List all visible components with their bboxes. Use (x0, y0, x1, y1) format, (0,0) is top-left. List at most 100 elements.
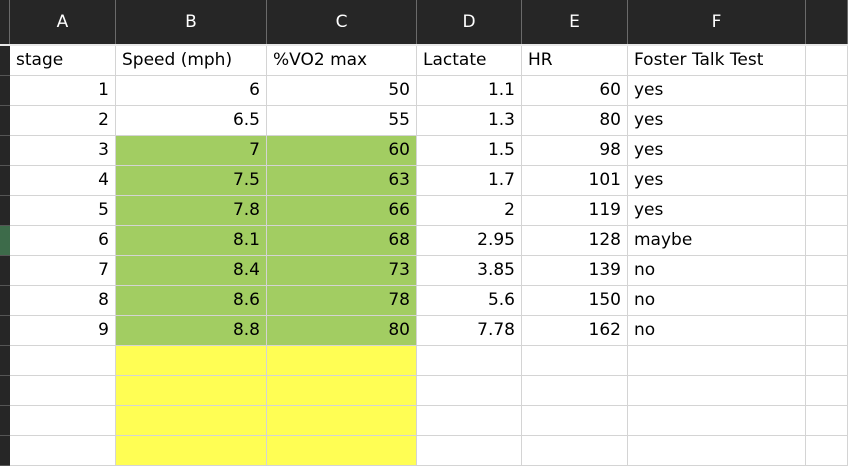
data-cell[interactable]: 8 (10, 286, 116, 316)
data-cell[interactable]: 98 (522, 136, 628, 166)
data-cell[interactable]: yes (628, 166, 806, 196)
column-header[interactable]: A (10, 0, 116, 44)
data-cell[interactable]: yes (628, 136, 806, 166)
cell[interactable] (10, 346, 116, 376)
cell[interactable] (267, 346, 417, 376)
cell[interactable] (267, 406, 417, 436)
column-header[interactable]: D (417, 0, 522, 44)
data-cell[interactable]: 8.6 (116, 286, 267, 316)
header-cell[interactable]: HR (522, 46, 628, 76)
data-cell[interactable]: 7.8 (116, 196, 267, 226)
data-cell[interactable]: yes (628, 76, 806, 106)
cell[interactable] (267, 436, 417, 466)
data-cell[interactable]: 4 (10, 166, 116, 196)
data-cell[interactable]: 1.3 (417, 106, 522, 136)
row-header[interactable] (0, 196, 10, 226)
data-cell[interactable]: 2 (10, 106, 116, 136)
cell[interactable] (628, 436, 806, 466)
cell[interactable] (806, 346, 848, 376)
column-header[interactable]: F (628, 0, 806, 44)
data-cell[interactable]: no (628, 316, 806, 346)
data-cell[interactable]: 3.85 (417, 256, 522, 286)
header-cell[interactable]: Foster Talk Test (628, 46, 806, 76)
data-cell[interactable]: 5.6 (417, 286, 522, 316)
row-header[interactable] (0, 376, 10, 406)
row-header[interactable] (0, 346, 10, 376)
row-header[interactable] (0, 286, 10, 316)
cell[interactable] (10, 406, 116, 436)
data-cell[interactable]: 6 (116, 76, 267, 106)
cell[interactable] (806, 286, 848, 316)
data-cell[interactable]: 7 (116, 136, 267, 166)
data-cell[interactable]: 2 (417, 196, 522, 226)
data-cell[interactable]: no (628, 286, 806, 316)
row-header[interactable] (0, 106, 10, 136)
data-cell[interactable]: 128 (522, 226, 628, 256)
row-header[interactable] (0, 316, 10, 346)
data-cell[interactable]: 63 (267, 166, 417, 196)
cell[interactable] (628, 346, 806, 376)
column-header[interactable]: B (116, 0, 267, 44)
cell[interactable] (806, 106, 848, 136)
data-cell[interactable]: 68 (267, 226, 417, 256)
data-cell[interactable]: 1.7 (417, 166, 522, 196)
row-header[interactable] (0, 166, 10, 196)
cell[interactable] (522, 376, 628, 406)
column-header[interactable] (806, 0, 848, 44)
cell[interactable] (116, 406, 267, 436)
data-cell[interactable]: 60 (267, 136, 417, 166)
cell[interactable] (806, 226, 848, 256)
data-cell[interactable]: 60 (522, 76, 628, 106)
data-cell[interactable]: 9 (10, 316, 116, 346)
cell[interactable] (806, 256, 848, 286)
header-cell[interactable]: %VO2 max (267, 46, 417, 76)
data-cell[interactable]: 162 (522, 316, 628, 346)
data-cell[interactable]: 1.5 (417, 136, 522, 166)
column-header[interactable]: C (267, 0, 417, 44)
cell[interactable] (417, 406, 522, 436)
cell[interactable] (806, 406, 848, 436)
cell[interactable] (806, 46, 848, 76)
cell[interactable] (417, 376, 522, 406)
data-cell[interactable]: 1 (10, 76, 116, 106)
cell[interactable] (10, 436, 116, 466)
cell[interactable] (806, 436, 848, 466)
cell[interactable] (417, 436, 522, 466)
data-cell[interactable]: 80 (267, 316, 417, 346)
row-header[interactable] (0, 436, 10, 466)
data-cell[interactable]: yes (628, 196, 806, 226)
data-cell[interactable]: 6.5 (116, 106, 267, 136)
data-cell[interactable]: 150 (522, 286, 628, 316)
cell[interactable] (806, 196, 848, 226)
cell[interactable] (267, 376, 417, 406)
data-cell[interactable]: 66 (267, 196, 417, 226)
data-cell[interactable]: 6 (10, 226, 116, 256)
data-cell[interactable]: no (628, 256, 806, 286)
header-cell[interactable]: stage (10, 46, 116, 76)
data-cell[interactable]: 7.5 (116, 166, 267, 196)
cell[interactable] (116, 346, 267, 376)
header-cell[interactable]: Lactate (417, 46, 522, 76)
data-cell[interactable]: yes (628, 106, 806, 136)
cell[interactable] (522, 346, 628, 376)
cell[interactable] (522, 406, 628, 436)
data-cell[interactable]: 80 (522, 106, 628, 136)
row-header[interactable] (0, 256, 10, 286)
data-cell[interactable]: 139 (522, 256, 628, 286)
cell[interactable] (116, 436, 267, 466)
cell[interactable] (10, 376, 116, 406)
data-cell[interactable]: 7.78 (417, 316, 522, 346)
data-cell[interactable]: 55 (267, 106, 417, 136)
cell[interactable] (806, 166, 848, 196)
data-cell[interactable]: 101 (522, 166, 628, 196)
cell[interactable] (628, 406, 806, 436)
cell[interactable] (806, 316, 848, 346)
cell[interactable] (806, 376, 848, 406)
cell[interactable] (522, 436, 628, 466)
column-header[interactable]: E (522, 0, 628, 44)
data-cell[interactable]: 2.95 (417, 226, 522, 256)
cell[interactable] (116, 376, 267, 406)
data-cell[interactable]: 50 (267, 76, 417, 106)
cell[interactable] (417, 346, 522, 376)
row-header[interactable] (0, 406, 10, 436)
